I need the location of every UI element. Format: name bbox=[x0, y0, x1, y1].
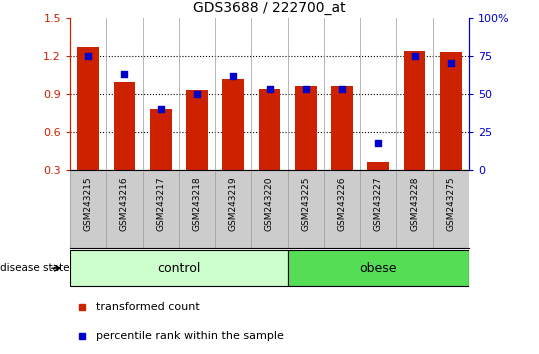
Bar bbox=[70, 250, 288, 286]
Text: disease state: disease state bbox=[0, 263, 70, 273]
Bar bbox=[368, 162, 389, 170]
Bar bbox=[440, 52, 462, 170]
Text: GSM243228: GSM243228 bbox=[410, 176, 419, 231]
Point bbox=[374, 140, 383, 145]
Text: GSM243216: GSM243216 bbox=[120, 176, 129, 231]
Text: GSM243219: GSM243219 bbox=[229, 176, 238, 231]
Bar bbox=[259, 89, 280, 170]
Text: GSM243227: GSM243227 bbox=[374, 176, 383, 231]
Point bbox=[192, 91, 201, 97]
Text: GSM243225: GSM243225 bbox=[301, 176, 310, 231]
Point bbox=[410, 53, 419, 58]
Point bbox=[265, 86, 274, 92]
Point bbox=[84, 53, 93, 58]
Text: GSM243226: GSM243226 bbox=[337, 176, 347, 231]
Title: GDS3688 / 222700_at: GDS3688 / 222700_at bbox=[193, 1, 346, 15]
Text: GSM243218: GSM243218 bbox=[192, 176, 202, 231]
Bar bbox=[150, 109, 171, 170]
Text: GSM243217: GSM243217 bbox=[156, 176, 165, 231]
Text: obese: obese bbox=[360, 262, 397, 275]
Bar bbox=[331, 86, 353, 170]
Text: transformed count: transformed count bbox=[96, 302, 200, 312]
Text: GSM243215: GSM243215 bbox=[84, 176, 93, 231]
Bar bbox=[223, 79, 244, 170]
Point bbox=[338, 86, 347, 92]
Bar bbox=[404, 51, 425, 170]
Bar bbox=[288, 250, 469, 286]
Bar bbox=[77, 47, 99, 170]
Point bbox=[229, 73, 238, 78]
Point bbox=[446, 61, 455, 66]
Text: control: control bbox=[157, 262, 201, 275]
Text: GSM243220: GSM243220 bbox=[265, 176, 274, 231]
Point bbox=[120, 71, 129, 77]
Text: percentile rank within the sample: percentile rank within the sample bbox=[96, 331, 284, 341]
Bar bbox=[186, 90, 208, 170]
Point bbox=[301, 86, 310, 92]
Bar bbox=[295, 86, 316, 170]
Text: GSM243275: GSM243275 bbox=[446, 176, 455, 231]
Bar bbox=[114, 82, 135, 170]
Point bbox=[156, 106, 165, 112]
